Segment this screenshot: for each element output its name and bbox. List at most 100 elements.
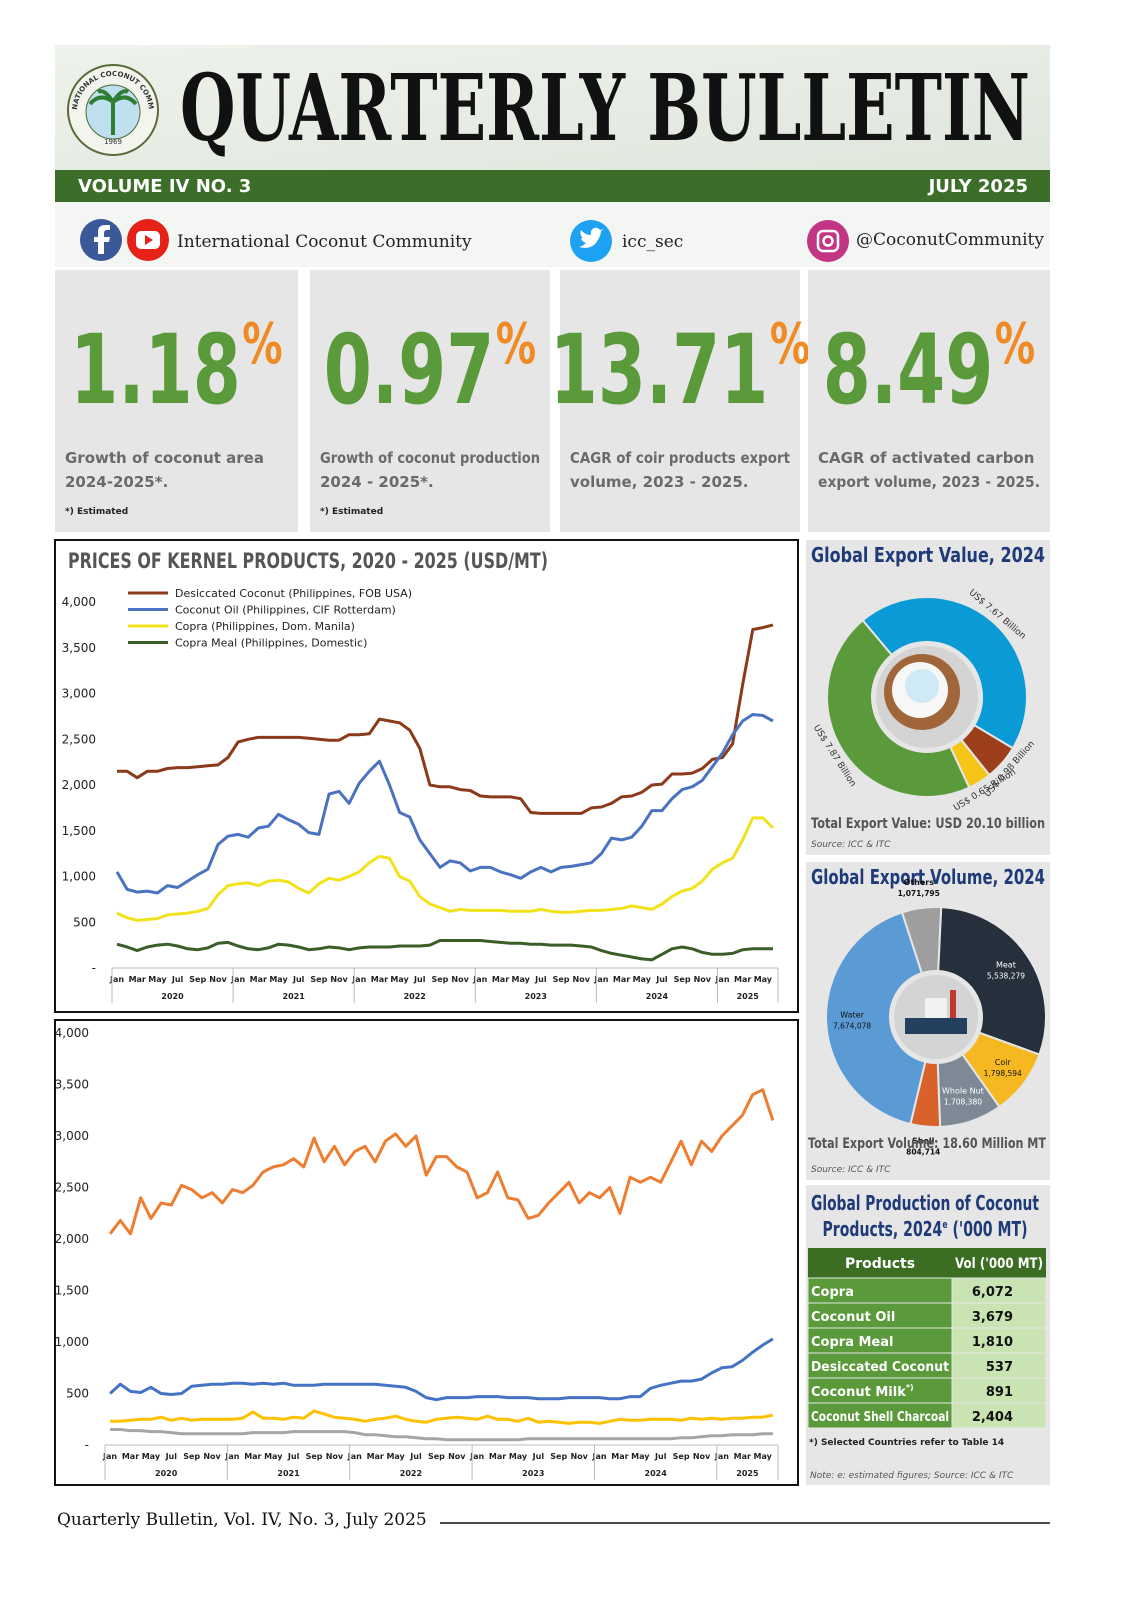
x-group-label: 2022 <box>400 1469 422 1478</box>
source-label: Source: ICC & ITC <box>811 1165 891 1175</box>
series-line <box>116 939 773 962</box>
twitter-handle: icc_sec <box>622 232 683 252</box>
stat-box <box>310 270 550 532</box>
table-row-label: Coconut Shell Charcoal <box>811 1410 949 1425</box>
table-value-cell <box>951 1352 1047 1379</box>
stat-unit: % <box>770 311 810 376</box>
donut-category-label: Others <box>904 878 935 887</box>
total-label: Total Export Value: USD 20.10 billion <box>811 816 1045 832</box>
stat-value: 0.97 <box>324 313 494 425</box>
table-value: 537 <box>986 1360 1013 1375</box>
x-tick-label: May <box>142 1452 161 1461</box>
donut-segment <box>937 906 1047 1056</box>
x-tick-label: Mar <box>492 975 509 984</box>
product-name: Desiccated Coconut <box>811 1360 949 1375</box>
x-tick-label: Sep <box>550 1452 567 1461</box>
table-value: 3,679 <box>972 1310 1013 1325</box>
stat-value: 13.71 <box>550 313 769 425</box>
x-tick-label: Nov <box>694 975 712 984</box>
x-tick-label: Nov <box>693 1452 711 1461</box>
series-line <box>115 713 774 895</box>
x-tick-label: Jan <box>351 975 366 984</box>
x-tick-label: Jul <box>409 1452 422 1461</box>
x-group-label: 2021 <box>277 1469 300 1478</box>
x-tick-label: Nov <box>203 1452 221 1461</box>
stat-description: Growth of coconut area <box>65 449 264 467</box>
x-tick-label: Mar <box>244 1452 261 1461</box>
stat-unit: % <box>242 311 282 376</box>
y-tick-label: 2,500 <box>62 732 96 746</box>
table-title: Global Production of Coconut <box>811 1191 1039 1215</box>
logo-year: 1969 <box>104 138 122 146</box>
chart-frame <box>54 1019 799 1486</box>
donut-segment <box>861 596 1028 750</box>
x-tick-label: Jan <box>469 1452 484 1461</box>
y-tick-label: 500 <box>66 1387 89 1401</box>
table-value: 2,404 <box>972 1410 1013 1425</box>
x-tick-label: Jul <box>171 975 184 984</box>
issue-date: JULY 2025 <box>927 176 1028 197</box>
x-tick-label: Mar <box>734 975 751 984</box>
x-tick-label: Jan <box>593 975 608 984</box>
y-tick-label: 2,000 <box>55 1232 89 1246</box>
x-tick-label: Nov <box>330 975 348 984</box>
table-row-label-cell <box>807 1327 953 1354</box>
y-tick-label: - <box>85 1438 89 1452</box>
donut-value-label: 7,674,078 <box>833 1021 871 1030</box>
legend-label: Copra (Philippines, Dom. Manila) <box>175 620 355 633</box>
x-tick-label: Jan <box>224 1452 239 1461</box>
x-tick-label: Mar <box>129 975 146 984</box>
y-tick-label: 3,000 <box>55 1129 89 1143</box>
instagram-lens <box>822 235 834 247</box>
x-tick-label: Jul <box>413 975 426 984</box>
stat-description: CAGR of coir products export <box>570 449 790 467</box>
stat-description: 2024-2025*. <box>65 473 168 491</box>
stat-box <box>808 270 1050 532</box>
panel-title: Global Export Volume, 2024 <box>811 865 1045 889</box>
y-tick-label: 500 <box>73 915 96 929</box>
stat-description: export volume, 2023 - 2025. <box>818 473 1040 491</box>
instagram-glyph <box>816 229 840 253</box>
table-value: 6,072 <box>972 1285 1013 1300</box>
x-tick-label: Mar <box>489 1452 506 1461</box>
x-tick-label: Sep <box>428 1452 445 1461</box>
stat-figure: 1.18% <box>70 311 282 426</box>
chart-title: PRICES OF KERNEL PRODUCTS, 2020 - 2025 (… <box>68 549 548 573</box>
donut-category-label: Whole Nut <box>942 1087 984 1096</box>
table-footnote: *) Selected Countries refer to Table 14 <box>809 1438 1004 1448</box>
palm-icon <box>88 89 138 135</box>
header-band <box>55 45 1050 170</box>
x-tick-label: Sep <box>553 975 570 984</box>
table-value-cell <box>951 1377 1047 1404</box>
x-tick-label: Jul <box>655 975 668 984</box>
x-tick-label: May <box>390 975 409 984</box>
product-name: Copra Meal <box>811 1335 893 1350</box>
table-value-cell <box>951 1277 1047 1304</box>
x-tick-label: May <box>754 975 773 984</box>
series-line <box>109 1337 774 1402</box>
x-tick-label: Nov <box>451 975 469 984</box>
series-line <box>110 1409 774 1425</box>
donut-category-label: Coir <box>995 1058 1012 1067</box>
table-title-part: Products, 2024 <box>823 1217 943 1241</box>
donut-category-label: Meat <box>996 960 1016 969</box>
table-value-cell <box>951 1302 1047 1329</box>
x-tick-label: May <box>269 975 288 984</box>
stat-description: 2024 - 2025*. <box>320 473 434 491</box>
x-tick-label: May <box>754 1452 773 1461</box>
y-tick-label: 1,000 <box>62 870 96 884</box>
stat-box <box>55 270 298 532</box>
x-tick-label: May <box>264 1452 283 1461</box>
stat-figure: 8.49% <box>823 311 1035 426</box>
x-tick-label: Sep <box>673 1452 690 1461</box>
x-tick-label: Jul <box>287 1452 300 1461</box>
x-tick-label: May <box>631 1452 650 1461</box>
total-label: Total Export Volume: 18.60 Million MT <box>808 1136 1046 1152</box>
table-value: 891 <box>986 1385 1013 1400</box>
x-tick-label: Jul <box>532 1452 545 1461</box>
legend-label: Coconut Oil (Philippines, CIF Rotterdam) <box>175 604 396 617</box>
table-header-cell: Products <box>845 1256 915 1272</box>
x-tick-label: Jul <box>654 1452 667 1461</box>
